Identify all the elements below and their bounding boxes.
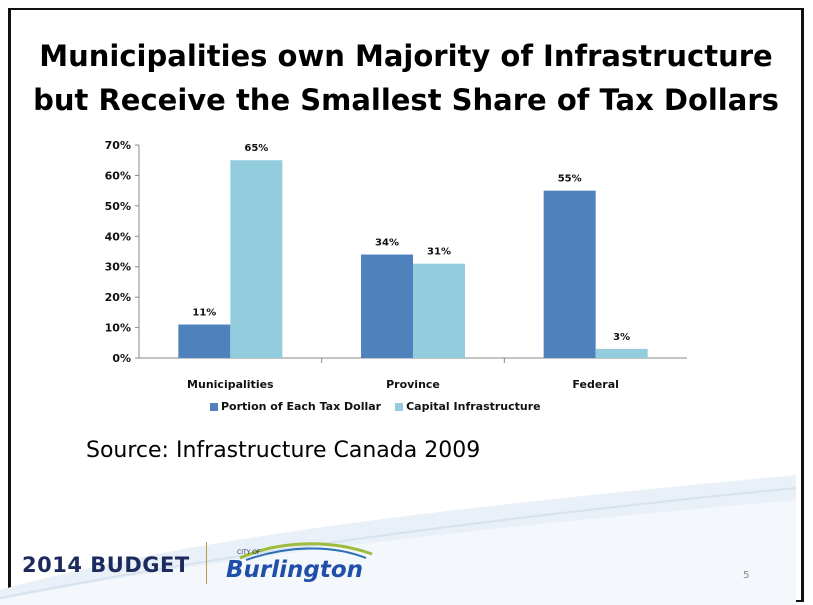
budget-logo-text: 2014 BUDGET [22, 553, 190, 577]
data-label: 3% [613, 332, 630, 343]
x-tick-label: Province [386, 378, 440, 391]
y-tick-label: 70% [105, 139, 131, 152]
bar-0 [361, 254, 413, 358]
swoosh-front [0, 500, 796, 605]
bar-1 [595, 348, 648, 358]
data-label: 11% [192, 308, 216, 319]
x-tick-label: Municipalities [187, 378, 274, 391]
y-tick-label: 0% [112, 352, 131, 365]
bar-1 [413, 263, 465, 358]
burlington-logo-text: Burlington [226, 557, 364, 583]
footer-divider [206, 542, 207, 584]
page-number: 5 [743, 570, 750, 581]
legend-label: Capital Infrastructure [406, 400, 541, 413]
legend-swatch [395, 402, 404, 411]
data-label: 34% [375, 238, 399, 249]
y-tick-label: 30% [105, 261, 131, 274]
city-of-label: CITY OF [237, 549, 261, 556]
logo-arc-blue [245, 547, 367, 561]
legend-swatch [210, 402, 218, 411]
swoosh-line [0, 487, 797, 599]
bar-0 [543, 190, 596, 358]
slide: Municipalities own Majority of Infrastru… [8, 8, 804, 602]
y-tick-label: 10% [105, 322, 131, 335]
legend-label: Portion of Each Tax Dollar [221, 400, 382, 413]
y-tick-label: 50% [105, 200, 131, 213]
chart-legend: Portion of Each Tax Dollar Capital Infras… [210, 400, 555, 414]
y-tick-label: 60% [105, 169, 131, 182]
bar-1 [230, 160, 283, 358]
data-label: 55% [558, 174, 582, 185]
bar-0 [178, 324, 231, 358]
legend-item: Portion of Each Tax Dollar [210, 400, 381, 413]
data-label: 65% [244, 143, 268, 154]
x-tick-label: Federal [572, 378, 618, 391]
y-tick-label: 40% [105, 230, 131, 243]
burlington-logo-arc [239, 542, 373, 561]
y-tick-label: 20% [105, 291, 131, 304]
legend-item: Capital Infrastructure [395, 400, 541, 413]
slide-title: Municipalities own Majority of Infrastru… [11, 34, 801, 122]
title-line-1: Municipalities own Majority of Infrastru… [39, 39, 773, 73]
title-line-2: but Receive the Smallest Share of Tax Do… [33, 83, 779, 117]
footer-swoosh [0, 475, 797, 605]
logo-arc-green [239, 542, 373, 560]
data-label: 31% [427, 247, 451, 258]
source-caption: Source: Infrastructure Canada 2009 [86, 438, 481, 463]
